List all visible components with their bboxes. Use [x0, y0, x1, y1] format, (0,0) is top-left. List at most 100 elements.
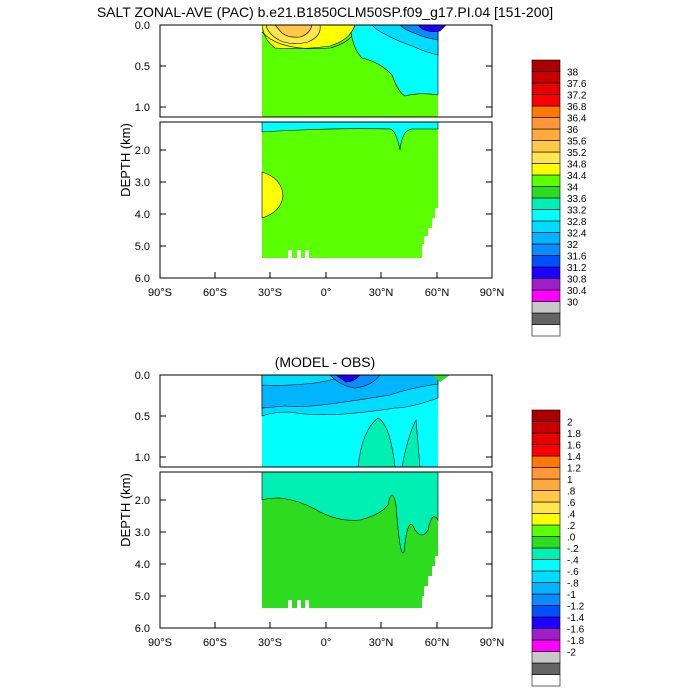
colorbar-box [531, 209, 561, 222]
colorbar-box [531, 547, 561, 560]
y-tick-label: 4.0 [135, 209, 150, 221]
y-tick-label: 5.0 [135, 241, 150, 253]
colorbar-label: 37.2 [567, 91, 587, 102]
y-tick-label: 0.5 [135, 411, 150, 423]
diff-title: (MODEL - OBS) [275, 354, 376, 370]
salt-upper-frame [159, 24, 493, 118]
diff-x-ticks [214, 622, 438, 628]
x-tick-label: 30°S [258, 637, 282, 649]
colorbar-box [531, 421, 561, 434]
y-tick-label: 6.0 [135, 273, 150, 285]
x-tick-label: 60°S [203, 637, 227, 649]
colorbar-box [531, 301, 561, 314]
colorbar-label: 35.2 [567, 148, 587, 159]
colorbar-label: 1.2 [567, 464, 581, 475]
colorbar-box [531, 232, 561, 245]
colorbar-box [531, 255, 561, 268]
colorbar-box [531, 582, 561, 595]
colorbar-label: 36.8 [567, 102, 587, 113]
colorbar-box [531, 409, 561, 422]
salt-title: SALT ZONAL-AVE (PAC) b.e21.B1850CLM50SP.… [97, 4, 553, 20]
colorbar-label: 1 [567, 475, 573, 486]
colorbar-box [531, 536, 561, 549]
y-tick-label: 3.0 [135, 177, 150, 189]
y-tick-label: 6.0 [135, 623, 150, 635]
colorbar-box [531, 559, 561, 572]
colorbar-box [531, 444, 561, 457]
y-tick-label: 1.0 [135, 102, 150, 114]
colorbar-box [531, 243, 561, 256]
salt-x-ticks [214, 272, 438, 278]
salt-y-ticks [160, 24, 492, 247]
colorbar-label: 32 [567, 240, 579, 251]
x-tick-label: 90°N [480, 287, 505, 299]
x-tick-label: 60°S [203, 287, 227, 299]
diff-upper-frame [159, 374, 493, 468]
colorbar-label: 34 [567, 183, 579, 194]
colorbar-label: -.8 [567, 579, 579, 590]
diff-upper-field [261, 374, 450, 468]
colorbar-box [531, 289, 561, 302]
colorbar-label: -.6 [567, 567, 579, 578]
colorbar-box [531, 71, 561, 84]
colorbar-box [531, 639, 561, 652]
y-tick-label: 0.5 [135, 61, 150, 73]
colorbar-label: 32.4 [567, 229, 587, 240]
colorbar-label: 31.6 [567, 252, 587, 263]
salt-ylabel: DEPTH (km) [118, 123, 133, 197]
colorbar-box [531, 467, 561, 480]
colorbar-label: -1.6 [567, 625, 585, 636]
colorbar-box [531, 174, 561, 187]
colorbar-box [531, 117, 561, 130]
colorbar-label: 36.4 [567, 114, 587, 125]
colorbar-label: .6 [567, 498, 576, 509]
colorbar-box [531, 490, 561, 503]
colorbar-label: 1.6 [567, 441, 581, 452]
y-tick-label: 1.0 [135, 452, 150, 464]
colorbar-label: 35.6 [567, 137, 587, 148]
colorbar-box [531, 94, 561, 107]
colorbar-label: 31.2 [567, 263, 587, 274]
colorbar-label: 33.2 [567, 206, 587, 217]
panel-salt: SALT ZONAL-AVE (PAC) b.e21.B1850CLM50SP.… [97, 4, 587, 337]
colorbar-box [531, 128, 561, 141]
y-tick-label: 0.0 [135, 370, 150, 382]
colorbar-box [531, 197, 561, 210]
y-tick-label: 2.0 [135, 145, 150, 157]
y-tick-label: 5.0 [135, 591, 150, 603]
x-tick-label: 30°S [258, 287, 282, 299]
y-tick-label: 3.0 [135, 527, 150, 539]
colorbar-box [531, 674, 561, 687]
colorbar-label: 2 [567, 418, 573, 429]
colorbar-box [531, 524, 561, 537]
colorbar-label: -1.4 [567, 613, 585, 624]
colorbar-label: 30 [567, 298, 579, 309]
colorbar-box [531, 324, 561, 337]
colorbar-label: 32.8 [567, 217, 587, 228]
colorbar-label: .2 [567, 521, 576, 532]
colorbar-box [531, 140, 561, 153]
x-tick-label: 90°N [480, 637, 505, 649]
salt-lower-field [261, 121, 439, 258]
colorbar-box [531, 432, 561, 445]
colorbar-box [531, 455, 561, 468]
colorbar-label: .4 [567, 510, 576, 521]
salt-upper-field [261, 24, 447, 117]
colorbar-label: -1 [567, 590, 576, 601]
colorbar-label: 34.8 [567, 160, 587, 171]
colorbar-label: 38 [567, 68, 579, 79]
y-tick-label: 2.0 [135, 495, 150, 507]
colorbar-label: 34.4 [567, 171, 587, 182]
colorbar-box [531, 312, 561, 325]
colorbar-box [531, 105, 561, 118]
colorbar-label: 30.8 [567, 275, 587, 286]
colorbar-box [531, 82, 561, 95]
diff-ylabel: DEPTH (km) [118, 473, 133, 547]
x-tick-label: 0° [321, 287, 332, 299]
colorbar-label: 36 [567, 125, 579, 136]
x-tick-label: 90°S [148, 287, 172, 299]
colorbar-label: -1.8 [567, 636, 585, 647]
x-tick-label: 60°N [425, 637, 450, 649]
colorbar-label: 30.4 [567, 286, 587, 297]
